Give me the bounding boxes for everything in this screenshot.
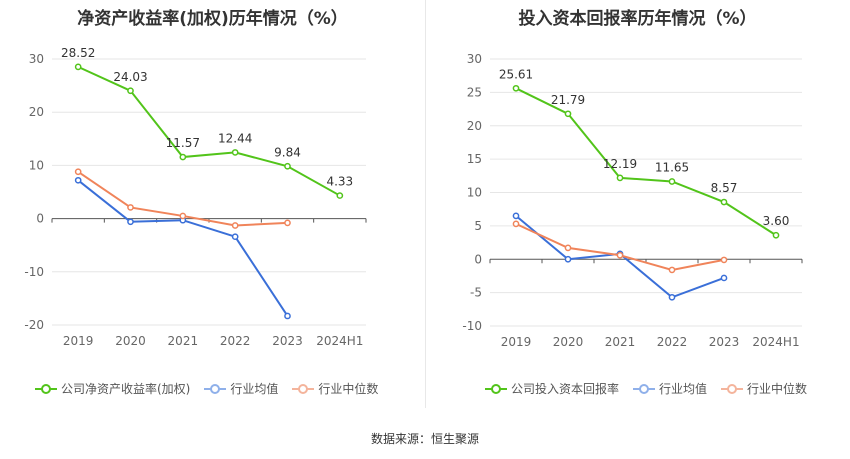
data-label: 28.52 [61,46,95,60]
y-tick-label: 20 [29,105,44,119]
data-point [564,244,572,252]
legend-label: 行业均值 [230,382,279,396]
y-tick-label: 15 [467,152,482,166]
series-line-industry-avg [77,179,289,317]
legend-label: 公司净资产收益率(加权) [61,382,191,396]
data-point [179,153,187,161]
data-label: 12.44 [218,131,252,145]
x-tick-label: 2020 [553,335,584,349]
data-point [720,274,728,282]
x-tick-label: 2019 [63,334,94,348]
x-tick-label: 2023 [272,334,303,348]
legend-item-avg-roe[interactable]: 行业均值 [204,380,278,397]
data-point [127,218,134,226]
data-point [668,293,676,301]
data-point [74,168,82,176]
data-point [772,231,780,239]
legend-line-icon [292,383,315,395]
y-tick-label: 0 [474,252,482,266]
data-point [720,198,728,206]
data-label: 11.57 [166,136,200,150]
data-label: 21.79 [551,93,585,107]
charts-svg: -20 -10 0 10 20 30 2019 2020 2021 2022 2023 2024H1 2… [24,46,803,349]
y-tick-label: 5 [474,219,482,233]
data-point [179,212,187,220]
x-tick-label: 2019 [501,335,532,349]
data-point [564,255,572,263]
data-point [616,251,624,259]
series-line-company [515,87,777,237]
y-tick-label: -20 [24,318,44,332]
x-tick-label: 2021 [605,335,636,349]
x-tick-label: 2022 [657,335,688,349]
series-line-company [77,65,341,197]
data-point [284,312,291,320]
legend-item-median-roic[interactable]: 行业中位数 [721,380,807,397]
data-label: 12.19 [603,157,637,171]
data-point [231,149,239,156]
y-tick-label: 30 [467,52,482,66]
x-tick-label: 2021 [168,334,199,348]
data-point [74,63,82,71]
y-tick-label: 20 [467,119,482,133]
data-point [336,192,344,199]
y-tick-label: -10 [462,319,482,333]
legend-item-median-roe[interactable]: 行业中位数 [292,380,378,397]
data-point [512,84,520,92]
legend-item-avg-roic[interactable]: 行业均值 [633,380,707,397]
chart-title-roic: 投入资本回报率历年情况（%） [518,9,757,29]
legend-line-icon [721,383,744,395]
legend-label: 行业中位数 [747,382,808,396]
legend-item-company-roe[interactable]: 公司净资产收益率(加权) [35,380,190,397]
data-label: 24.03 [113,70,147,84]
legend-line-icon [35,383,57,395]
series-line-industry-median [515,222,725,271]
data-point [512,212,520,220]
y-tick-label: -5 [470,286,482,300]
data-label: 3.60 [763,214,790,228]
legend-label: 行业中位数 [318,382,379,396]
data-point [231,222,239,229]
x-tick-label: 2022 [220,334,251,348]
y-tick-label: 10 [29,158,44,172]
data-point [127,87,134,95]
chart-title-roe: 净资产收益率(加权)历年情况（%） [77,9,348,29]
data-label: 11.65 [655,160,689,174]
data-point [668,266,676,274]
data-point [616,174,624,182]
data-point [231,233,239,241]
legend-roic: 公司投入资本回报率 行业均值 行业中位数 [485,380,821,397]
data-source: 数据来源：恒生聚源 [370,432,479,446]
legend-roe: 公司净资产收益率(加权) 行业均值 行业中位数 [35,380,392,397]
y-tick-label: 0 [36,212,44,226]
x-tick-label: 2020 [115,334,146,348]
legend-line-icon [485,383,507,395]
legend-label: 行业均值 [659,382,708,396]
data-label: 4.33 [326,175,353,189]
x-tick-label: 2023 [709,335,740,349]
legend-line-icon [204,383,227,395]
data-point [512,220,520,228]
data-point [284,162,291,170]
data-label: 25.61 [499,67,533,81]
x-tick-label: 2024H1 [316,334,363,348]
data-label: 8.57 [711,181,738,195]
data-point [668,178,676,185]
data-point [127,204,134,211]
y-tick-label: 10 [467,186,482,200]
legend-line-icon [633,383,656,395]
x-tick-label: 2024H1 [752,335,799,349]
data-label: 9.84 [274,145,301,159]
legend-label: 公司投入资本回报率 [511,382,620,396]
y-tick-label: -10 [24,265,44,279]
y-tick-label: 30 [29,52,44,66]
data-point [564,110,572,118]
panel-divider [425,0,426,408]
legend-item-company-roic[interactable]: 公司投入资本回报率 [485,380,619,397]
y-tick-label: 25 [467,85,482,99]
data-point [720,256,728,264]
data-point [284,219,291,227]
data-point [74,176,82,184]
